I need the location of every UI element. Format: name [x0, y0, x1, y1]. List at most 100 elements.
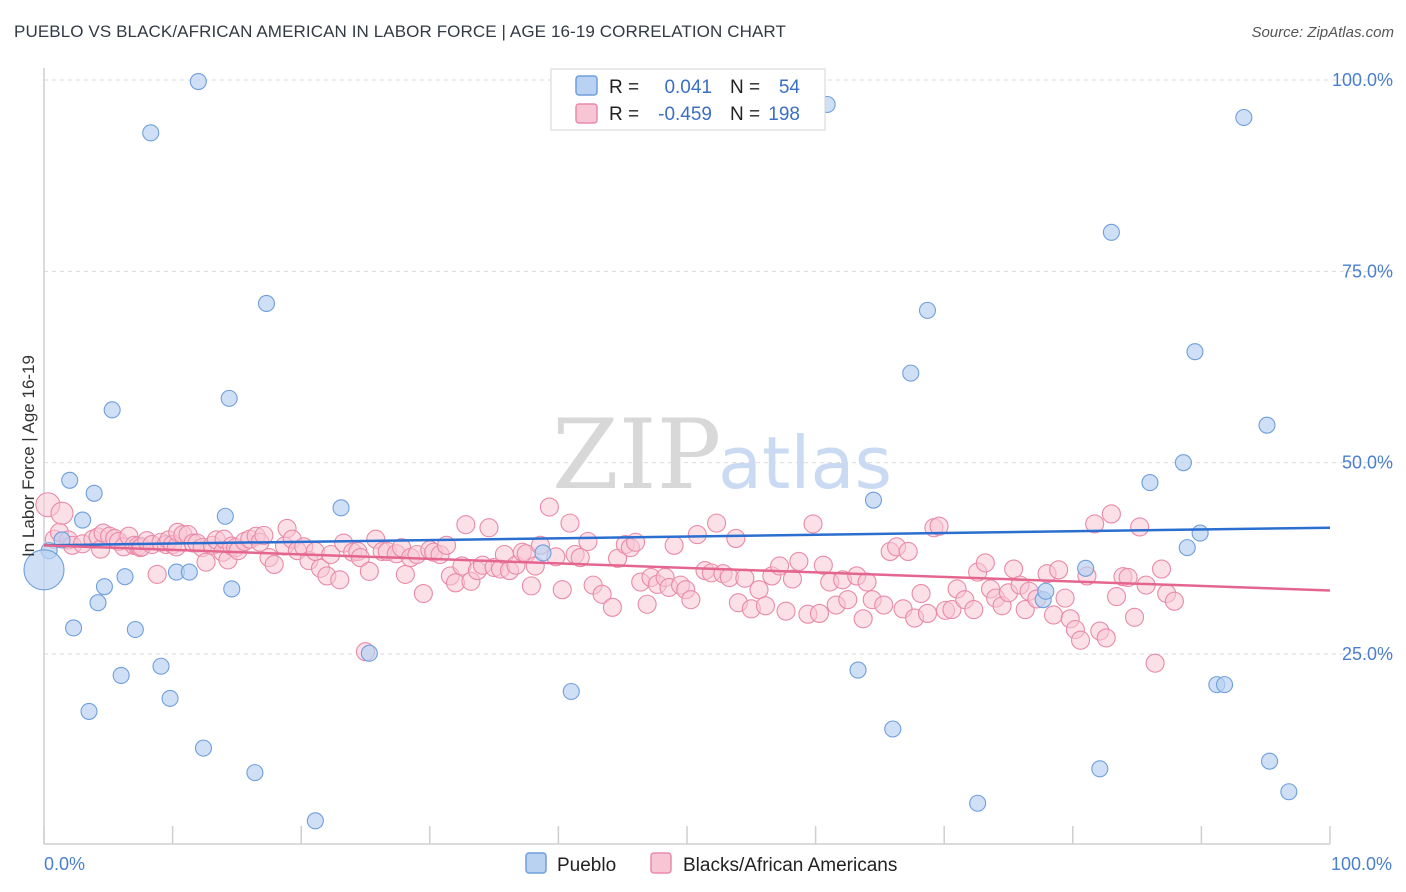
point-pueblo	[152, 657, 170, 675]
point-blacks-african-americans	[196, 552, 216, 572]
point-pueblo	[1037, 582, 1055, 600]
point-pueblo	[1077, 559, 1095, 577]
legend-n-value-black: 198	[768, 104, 800, 125]
point-blacks-african-americans	[687, 525, 707, 545]
watermark: ZIP atlas	[552, 399, 892, 511]
point-blacks-african-americans	[929, 516, 949, 536]
point-blacks-african-americans	[975, 553, 995, 573]
point-pueblo	[95, 578, 113, 596]
point-blacks-african-americans	[681, 590, 701, 610]
point-pueblo	[849, 661, 867, 679]
point-pueblo	[902, 364, 920, 382]
watermark-atlas: atlas	[718, 421, 892, 505]
point-pueblo	[126, 620, 144, 639]
point-blacks-african-americans	[539, 497, 559, 517]
point-pueblo	[61, 471, 79, 489]
point-blacks-african-americans	[1130, 517, 1150, 537]
point-blacks-african-americans	[803, 514, 823, 534]
point-pueblo	[65, 619, 83, 637]
point-pueblo	[189, 72, 207, 91]
point-pueblo	[969, 794, 987, 812]
point-pueblo	[918, 301, 937, 319]
y-tick-label: 50.0%	[1342, 453, 1393, 473]
chart-title: PUEBLO VS BLACK/AFRICAN AMERICAN IN LABO…	[14, 22, 786, 41]
point-blacks-african-americans	[147, 564, 167, 584]
series-blacks-african-americans	[35, 492, 1184, 673]
gridlines	[44, 79, 1392, 655]
point-pueblo	[142, 124, 160, 142]
point-blacks-african-americans	[479, 518, 499, 538]
point-blacks-african-americans	[664, 535, 684, 555]
legend-r-label-pueblo: R =	[609, 77, 639, 98]
point-pueblo	[1178, 539, 1196, 557]
point-blacks-african-americans	[853, 609, 873, 629]
point-blacks-african-americans	[1118, 567, 1138, 588]
point-blacks-african-americans	[264, 554, 284, 575]
point-blacks-african-americans	[1043, 605, 1064, 625]
legend-swatch-black	[575, 103, 598, 124]
point-blacks-african-americans	[898, 541, 918, 561]
point-pueblo	[884, 720, 902, 738]
point-blacks-african-americans	[749, 580, 769, 600]
point-blacks-african-americans	[857, 572, 877, 592]
point-pueblo	[103, 401, 121, 419]
point-pueblo	[562, 682, 580, 701]
point-pueblo	[1186, 343, 1204, 361]
point-blacks-african-americans	[942, 600, 962, 620]
bottom-legend-swatch-pueblo	[525, 852, 547, 874]
point-blacks-african-americans	[1049, 560, 1069, 580]
point-blacks-african-americans	[1096, 628, 1116, 648]
series-pueblo	[23, 72, 1298, 830]
trend-line-pueblo	[43, 526, 1331, 547]
point-blacks-african-americans	[838, 590, 858, 610]
point-pueblo	[89, 594, 107, 612]
point-pueblo	[180, 563, 198, 581]
x-tick-label-max: 100.0%	[1331, 854, 1392, 874]
point-pueblo	[332, 499, 350, 517]
point-pueblo	[1141, 474, 1159, 492]
watermark-zip: ZIP	[552, 399, 721, 511]
point-blacks-african-americans	[1070, 630, 1091, 650]
point-blacks-african-americans	[592, 584, 612, 604]
legend-r-label-black: R =	[609, 104, 639, 125]
x-tick-labels: 0.0% 100.0%	[44, 854, 1392, 874]
point-pueblo	[223, 580, 241, 598]
point-blacks-african-americans	[359, 561, 379, 581]
point-pueblo	[360, 644, 378, 662]
point-blacks-african-americans	[813, 555, 833, 575]
point-blacks-african-americans	[917, 603, 938, 623]
bottom-legend-swatch-black	[650, 852, 672, 874]
point-pueblo	[534, 544, 552, 562]
y-tick-labels: 25.0% 50.0% 75.0% 100.0%	[1332, 70, 1393, 664]
point-pueblo	[1215, 676, 1234, 694]
point-blacks-african-americans	[809, 603, 830, 623]
point-blacks-african-americans	[413, 583, 433, 604]
point-blacks-african-americans	[789, 551, 809, 571]
chart-source: Source: ZipAtlas.com	[1251, 24, 1394, 41]
point-blacks-african-americans	[395, 564, 415, 584]
point-blacks-african-americans	[1055, 588, 1075, 608]
point-pueblo	[74, 511, 92, 529]
point-pueblo	[864, 491, 883, 509]
x-ticks	[43, 826, 1331, 844]
point-pueblo	[1174, 454, 1192, 472]
point-blacks-african-americans	[776, 601, 796, 621]
trend-lines	[43, 526, 1331, 592]
legend-r-value-black: -0.459	[658, 104, 712, 125]
point-blacks-african-americans	[1106, 587, 1127, 607]
point-blacks-african-americans	[874, 595, 894, 615]
legend-swatch-pueblo	[575, 75, 598, 96]
y-tick-label: 25.0%	[1342, 644, 1393, 664]
point-blacks-african-americans	[1101, 504, 1121, 524]
y-axis-label: In Labor Force | Age 16-19	[19, 355, 38, 557]
point-blacks-african-americans	[602, 597, 622, 617]
point-pueblo	[161, 689, 179, 707]
point-blacks-african-americans	[755, 596, 775, 616]
point-pueblo	[246, 764, 264, 782]
legend-n-value-pueblo: 54	[779, 77, 801, 98]
bottom-legend: Pueblo Blacks/African Americans	[525, 852, 897, 876]
top-legend: R = 0.041 N = 54 R = -0.459 N = 198	[550, 68, 826, 131]
point-pueblo	[220, 389, 238, 407]
point-blacks-african-americans	[964, 600, 984, 620]
point-blacks-african-americans	[578, 531, 598, 552]
